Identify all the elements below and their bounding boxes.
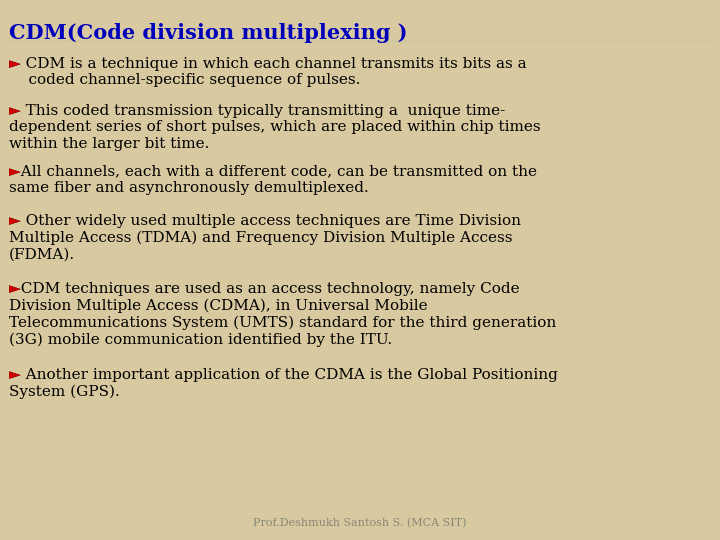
Text: ►All channels, each with a different code, can be transmitted on the
same fiber : ►All channels, each with a different cod… — [9, 165, 536, 195]
Text: ► Other widely used multiple access techniques are Time Division
Multiple Access: ► Other widely used multiple access tech… — [9, 214, 521, 261]
Text: ►: ► — [9, 57, 20, 71]
Text: ►: ► — [9, 165, 20, 179]
Text: ► Another important application of the CDMA is the Global Positioning
System (GP: ► Another important application of the C… — [9, 368, 557, 399]
Text: ►: ► — [9, 282, 20, 296]
Text: ►CDM techniques are used as an access technology, namely Code
Division Multiple : ►CDM techniques are used as an access te… — [9, 282, 556, 347]
Text: Prof.Deshmukh Santosh S. (MCA SIT): Prof.Deshmukh Santosh S. (MCA SIT) — [253, 518, 467, 528]
Text: ► CDM is a technique in which each channel transmits its bits as a
    coded cha: ► CDM is a technique in which each chann… — [9, 57, 526, 87]
Text: ►: ► — [9, 104, 20, 118]
Text: ► This coded transmission typically transmitting a  unique time-
dependent serie: ► This coded transmission typically tran… — [9, 104, 540, 151]
Text: ►: ► — [9, 214, 20, 228]
Text: ►: ► — [9, 368, 20, 382]
Text: CDM(Code division multiplexing ): CDM(Code division multiplexing ) — [9, 23, 407, 43]
